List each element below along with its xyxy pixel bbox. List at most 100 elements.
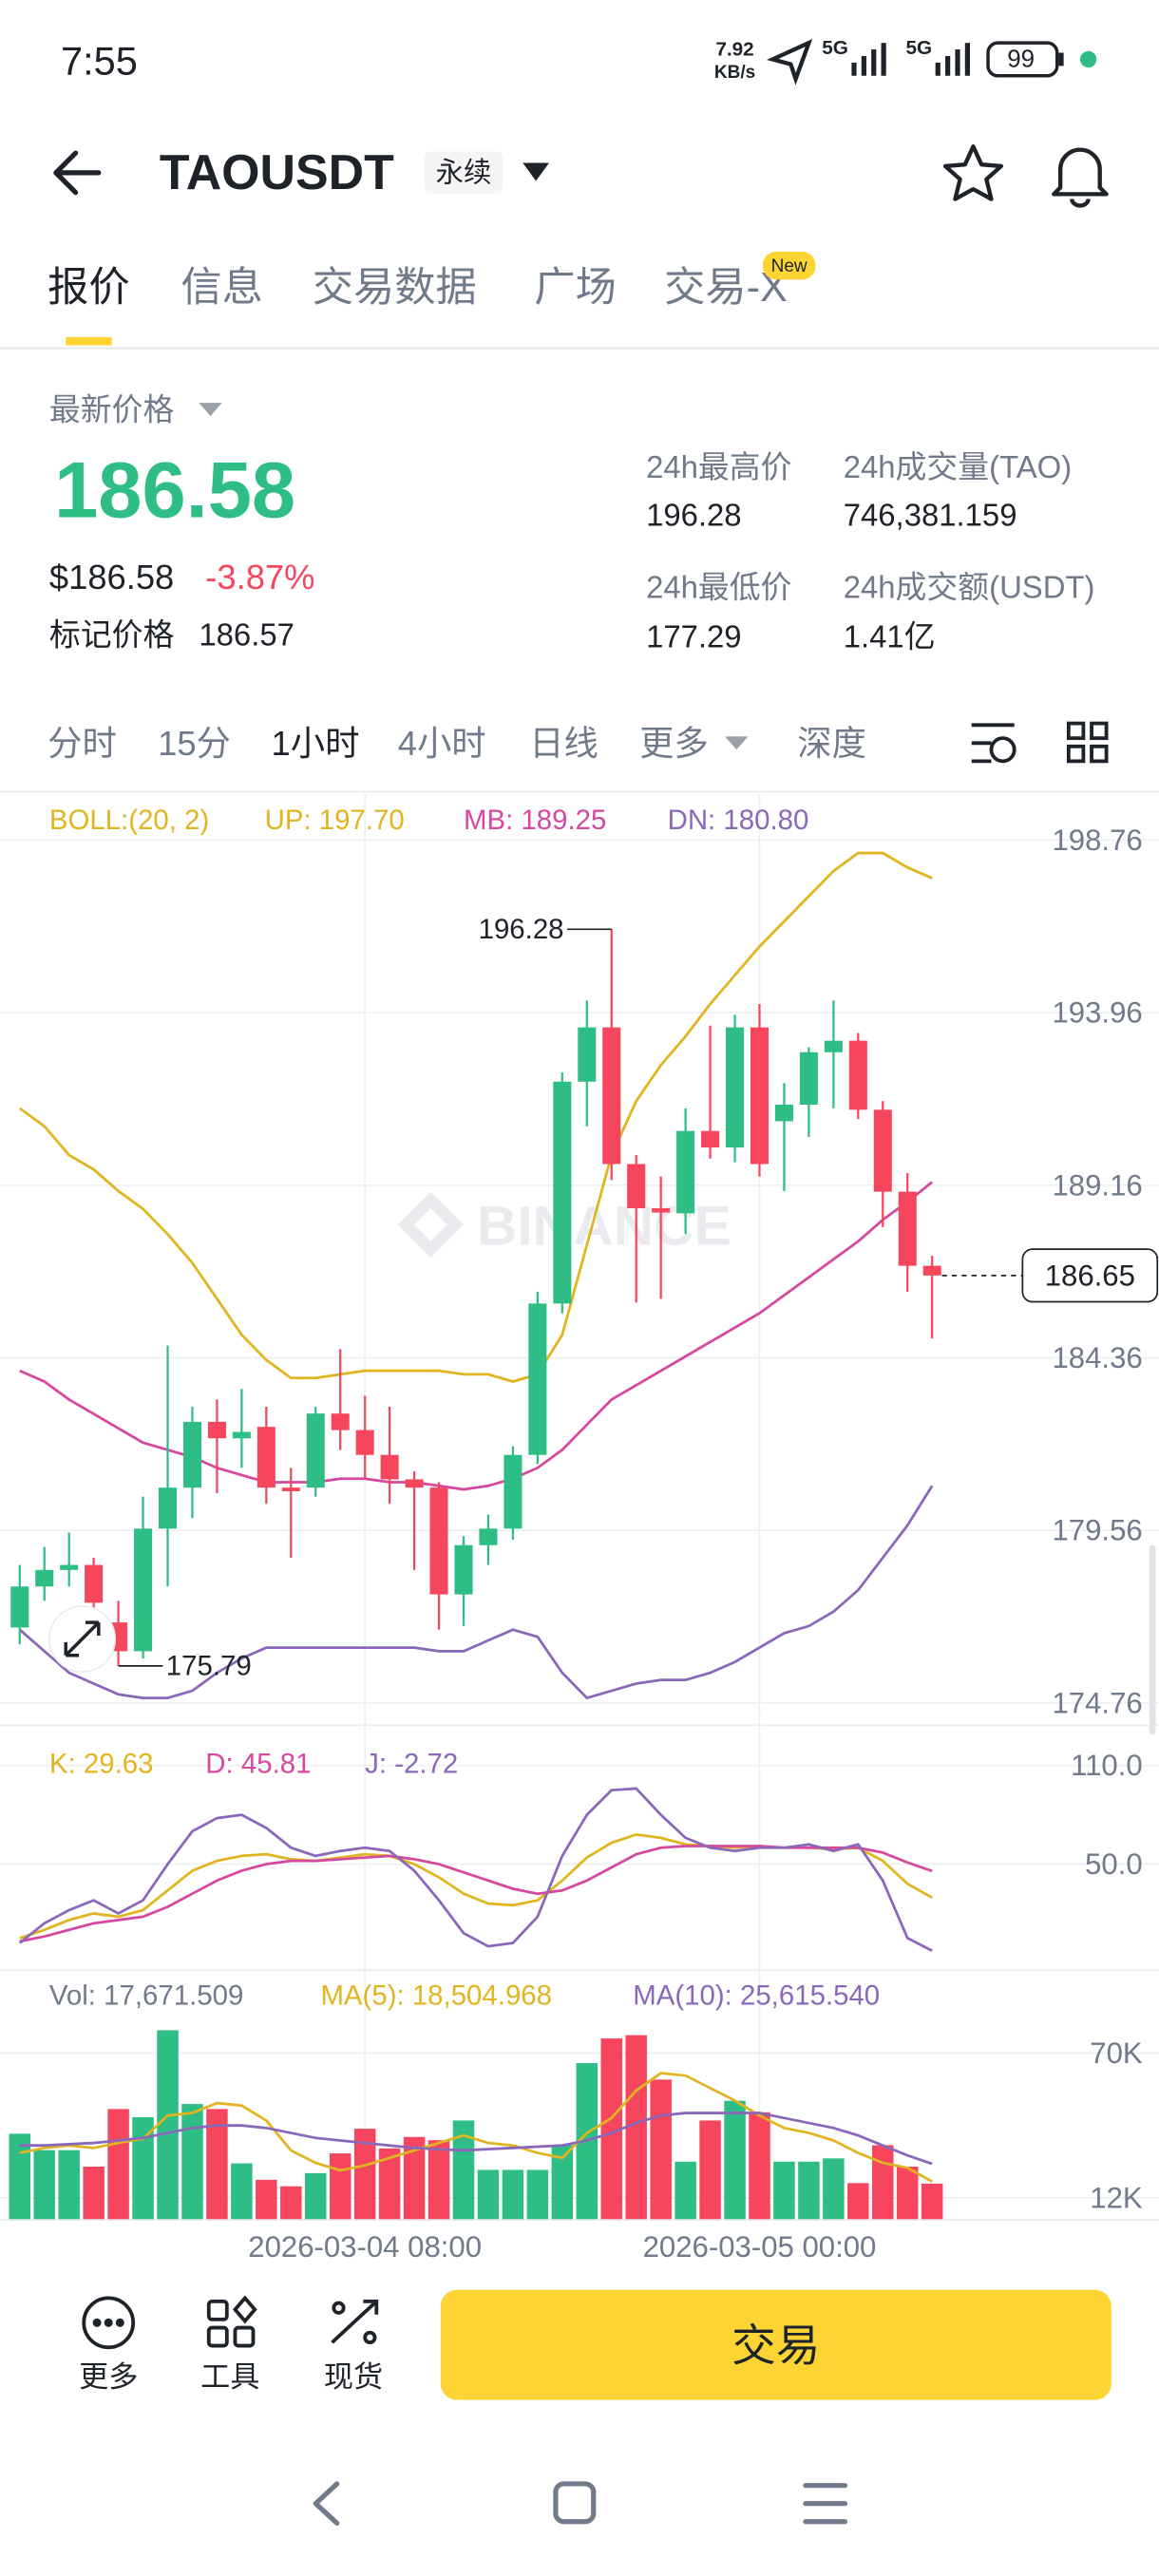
last-price-box: [1021, 1248, 1159, 1303]
legend-j: J: -2.72: [365, 1748, 458, 1779]
battery-level: 99: [1007, 46, 1035, 72]
candle-body: [676, 1130, 695, 1214]
candle-body: [454, 1544, 473, 1595]
tab[interactable]: 信息: [180, 265, 263, 311]
bottom-button-label[interactable]: 更多: [79, 2360, 138, 2394]
y-tick-label: 179.56: [1052, 1514, 1142, 1547]
volume-bar: [823, 2158, 845, 2220]
more-dropdown[interactable]: [725, 736, 749, 750]
candle-body: [750, 1027, 770, 1165]
interval[interactable]: 更多: [639, 724, 709, 763]
tab[interactable]: 报价: [48, 265, 130, 311]
candle-body: [479, 1528, 498, 1545]
interval[interactable]: 15分: [158, 724, 231, 763]
volume-bar: [378, 2148, 401, 2220]
tab[interactable]: 交易数据: [313, 265, 477, 311]
candle-body: [10, 1586, 29, 1628]
candle-body: [306, 1413, 325, 1488]
divider: [0, 347, 1159, 350]
stat-label: 24h成交额(USDT): [844, 569, 1095, 604]
indicator-line: [18, 1787, 933, 1953]
price-dropdown[interactable]: [199, 403, 222, 416]
interval[interactable]: 深度: [797, 724, 866, 763]
candle-body: [627, 1164, 646, 1209]
panel-divider: [0, 1969, 1159, 1972]
candle-body: [158, 1487, 178, 1529]
interval[interactable]: 日线: [529, 724, 598, 763]
trade-button[interactable]: [440, 2289, 1112, 2400]
volume-bar: [305, 2172, 327, 2220]
low-marker: 175.79: [166, 1650, 252, 1681]
volume-bar: [83, 2167, 104, 2220]
y-tick-label: 12K: [1090, 2181, 1143, 2214]
plot: 198.76 193.96 189.16 184.36 179.56 174.76 196.…: [9, 824, 1159, 2263]
volume-bar: [403, 2136, 426, 2220]
expand-button[interactable]: [48, 1604, 116, 1673]
candle-body: [380, 1454, 399, 1480]
price-label[interactable]: 最新价格: [49, 392, 175, 427]
net-speed-unit: KB/s: [714, 63, 755, 83]
battery-tip: [1058, 52, 1064, 66]
last-price-label: 186.65: [1045, 1259, 1135, 1292]
x-tick-label: 2026-03-04 08:00: [248, 2230, 482, 2263]
tools-icon[interactable]: [206, 2295, 257, 2348]
favorite-button[interactable]: [942, 144, 1004, 201]
indicator-line: [19, 2112, 933, 2166]
volume-bar: [773, 2161, 795, 2220]
legend-k: K: 29.63: [49, 1748, 154, 1779]
tab[interactable]: 广场: [534, 265, 617, 311]
new-badge: New: [771, 256, 808, 276]
mark-price: 186.57: [199, 617, 294, 653]
stat-value: 1.41亿: [844, 618, 936, 653]
back-button[interactable]: [53, 150, 102, 196]
bottom-button-label[interactable]: 工具: [200, 2360, 259, 2394]
legend-up: UP: 197.70: [265, 805, 405, 836]
stat-label: 24h成交量(TAO): [844, 449, 1072, 484]
candle-body: [873, 1109, 892, 1192]
nav-menu[interactable]: [803, 2483, 848, 2525]
layout-button[interactable]: [1066, 721, 1109, 764]
nav-back[interactable]: [313, 2481, 340, 2527]
legend-vol: Vol: 17,671.509: [49, 1979, 243, 2011]
status-dot: [1079, 50, 1097, 68]
net-speed: 7.92: [715, 39, 753, 61]
candle-body: [207, 1421, 226, 1439]
more-icon[interactable]: [82, 2296, 136, 2350]
legend-mb: MB: 189.25: [464, 805, 606, 836]
symbol[interactable]: TAOUSDT: [160, 145, 394, 200]
stat-value: 746,381.159: [844, 497, 1017, 532]
volume-bar: [206, 2109, 228, 2220]
volume-bar: [650, 2079, 672, 2220]
legend-ma10: MA(10): 25,615.540: [633, 1979, 880, 2011]
candle-body: [922, 1265, 941, 1276]
nav-home[interactable]: [553, 2481, 597, 2525]
indicator-settings[interactable]: [971, 723, 1016, 764]
trade-label[interactable]: 交易: [732, 2321, 820, 2371]
indicator-line: [18, 1485, 934, 1700]
stat-label: 24h最高价: [646, 449, 791, 484]
spot-icon[interactable]: [331, 2299, 379, 2345]
interval[interactable]: 4小时: [398, 724, 486, 763]
volume-bar: [256, 2179, 277, 2220]
legend-boll: BOLL:(20, 2): [49, 805, 209, 836]
bottom-button-label[interactable]: 现货: [324, 2360, 383, 2394]
volume-bar: [921, 2183, 943, 2220]
mark-price-label: 标记价格: [49, 617, 175, 653]
volume-bar: [699, 2120, 721, 2220]
signal-1: [851, 43, 886, 76]
interval-active[interactable]: 1小时: [272, 724, 360, 763]
candle-body: [528, 1303, 547, 1455]
network-2: 5G: [906, 37, 933, 59]
interval[interactable]: 分时: [48, 724, 117, 763]
symbol-dropdown[interactable]: [522, 162, 549, 181]
volume-bar: [231, 2163, 253, 2220]
candle-body: [898, 1191, 917, 1266]
stat-value: 177.29: [646, 618, 742, 653]
tab-indicator: [66, 336, 112, 346]
alert-button[interactable]: [1052, 147, 1109, 208]
candle-body: [405, 1479, 424, 1488]
contract-badge: 永续: [436, 157, 492, 188]
indicator-line: [19, 1181, 934, 1491]
candle-body: [602, 1027, 621, 1165]
